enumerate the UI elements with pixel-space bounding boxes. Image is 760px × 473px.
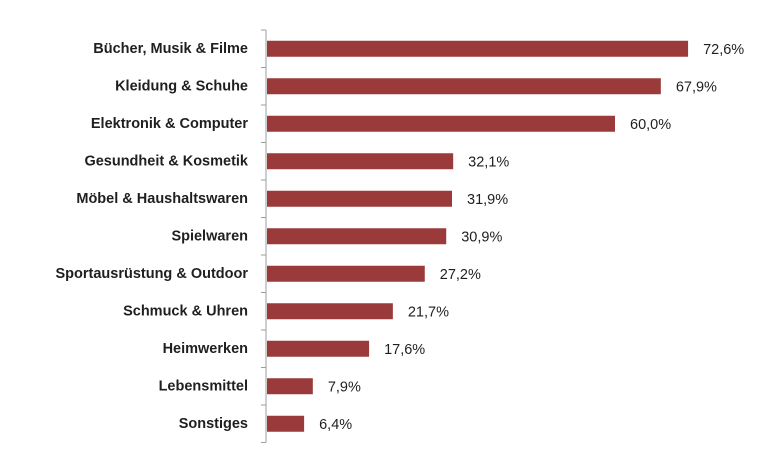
y-axis-ticks (261, 29, 266, 443)
value-label: 67,9% (676, 79, 717, 95)
value-label: 21,7% (408, 304, 449, 320)
value-labels: 72,6% 67,9% 60,0% 32,1% 31,9% 30,9% 27,2% 21,7%… (319, 42, 744, 433)
category-labels: Bücher, Musik & Filme Kleidung & Schuhe El… (55, 41, 248, 432)
value-label: 72,6% (703, 42, 744, 58)
value-label: 17,6% (384, 342, 425, 358)
bar (267, 228, 447, 245)
bar (267, 153, 454, 170)
bar (267, 115, 615, 132)
category-label: Möbel & Haushaltswaren (76, 191, 248, 207)
category-label: Sportausrüstung & Outdoor (55, 266, 248, 282)
value-label: 27,2% (440, 267, 481, 283)
value-label: 30,9% (461, 229, 502, 245)
bar (267, 190, 453, 207)
bar (267, 265, 425, 282)
value-label: 6,4% (319, 417, 352, 433)
bar (267, 40, 689, 57)
bar (267, 303, 393, 320)
category-label: Elektronik & Computer (91, 116, 248, 132)
category-label: Gesundheit & Kosmetik (84, 153, 248, 169)
category-label: Lebensmittel (159, 378, 248, 394)
category-label: Kleidung & Schuhe (115, 78, 248, 94)
category-label: Bücher, Musik & Filme (93, 41, 248, 57)
value-label: 31,9% (467, 192, 508, 208)
value-label: 7,9% (328, 379, 361, 395)
category-label: Spielwaren (171, 228, 248, 244)
category-label: Schmuck & Uhren (123, 303, 248, 319)
bar (267, 78, 661, 95)
category-label: Sonstiges (179, 416, 248, 432)
value-label: 60,0% (630, 117, 671, 133)
bar (267, 340, 370, 357)
bar (267, 378, 313, 395)
bars (267, 40, 689, 432)
value-label: 32,1% (468, 154, 509, 170)
category-label: Heimwerken (163, 341, 248, 357)
bar (267, 415, 305, 432)
